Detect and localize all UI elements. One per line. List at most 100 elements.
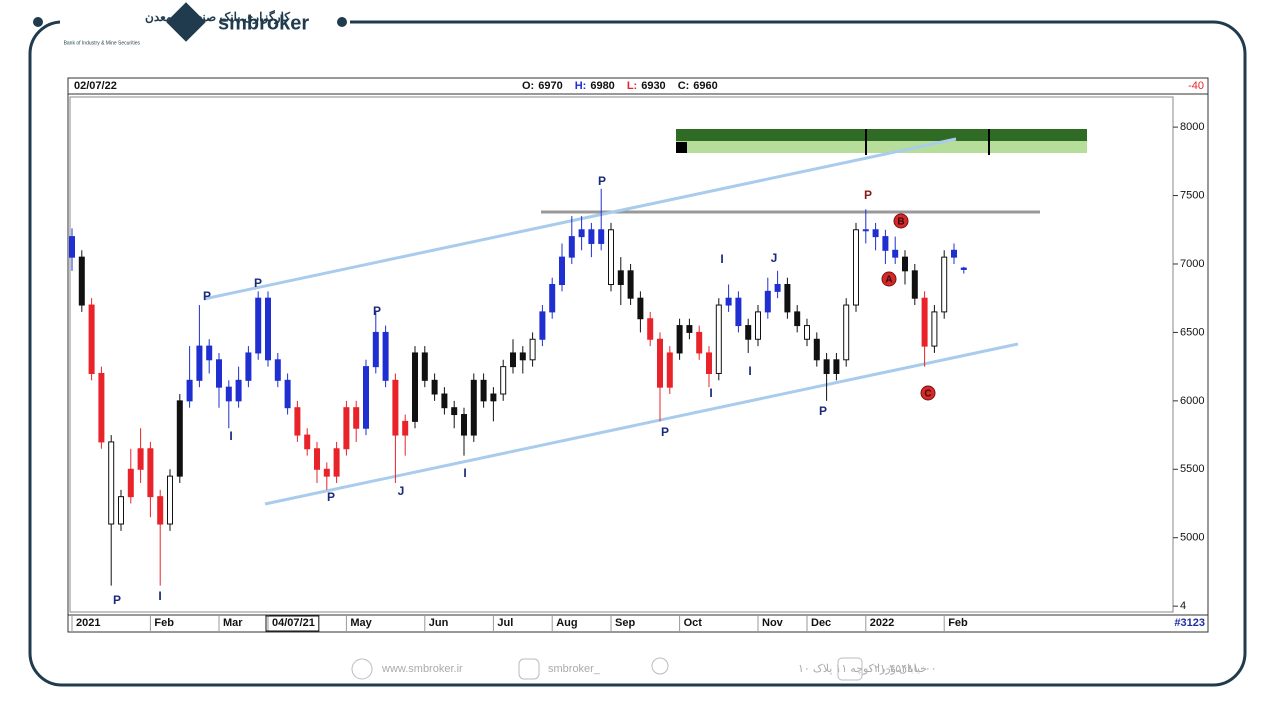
candle-body: [98, 372, 105, 443]
y-tick-label: 5000: [1180, 532, 1204, 544]
candle-body: [147, 448, 154, 498]
quote-label: O:: [522, 80, 534, 92]
candle-body: [853, 229, 859, 306]
y-tick-label: 4: [1180, 600, 1186, 612]
candle-body: [284, 379, 291, 409]
candle-body: [833, 359, 840, 374]
candle-body: [323, 468, 330, 477]
quote-label: L:: [627, 80, 637, 92]
candle-body: [843, 304, 850, 361]
candle-body: [715, 304, 722, 374]
wave-label: P: [203, 289, 211, 303]
footer-phone: ۰۲۱-۴۵۴۸۱۰۰۰: [868, 663, 937, 675]
candle-body: [706, 352, 712, 374]
candle-body: [118, 496, 124, 525]
candle-body: [725, 297, 732, 306]
candle-body: [461, 414, 467, 436]
candle-body: [314, 448, 320, 470]
candle-body: [412, 352, 418, 422]
wave-label: J: [771, 251, 778, 265]
candle-body: [941, 256, 948, 313]
candle-body: [235, 379, 242, 402]
candle-body: [686, 325, 693, 333]
candle-body: [402, 420, 409, 436]
quote-value: 6960: [693, 80, 717, 92]
dot: [337, 17, 347, 27]
candle-body: [892, 249, 899, 258]
candle-body: [872, 229, 879, 238]
candle-body: [735, 297, 742, 327]
candle-body: [294, 407, 301, 436]
quote-label: C:: [678, 80, 690, 92]
footer-web: www.smbroker.ir: [381, 663, 463, 675]
x-tick-label: May: [350, 617, 372, 629]
x-tick-label: Sep: [615, 617, 635, 629]
y-tick-label: 6500: [1180, 326, 1204, 338]
zone-bottom: [676, 141, 1087, 153]
wave-label: P: [598, 174, 606, 188]
date: 02/07/22: [74, 80, 117, 92]
zone-top: [676, 129, 1087, 141]
candle-body: [931, 311, 938, 347]
wave-badge: [893, 213, 909, 229]
candle-body: [69, 236, 75, 258]
wave-label: I: [463, 466, 466, 480]
logo-bg: [60, 8, 350, 38]
footer-insta: smbroker_: [548, 663, 601, 675]
quote-value: 6970: [538, 80, 562, 92]
candle-body: [490, 393, 497, 402]
candle-body: [206, 345, 213, 361]
candle-body: [196, 345, 203, 381]
wave-badge: [920, 385, 936, 401]
candle-body: [382, 331, 389, 381]
candle-body: [225, 386, 232, 402]
candle-body: [745, 325, 752, 340]
candle-body: [431, 379, 438, 395]
candle-body: [216, 359, 222, 388]
brand-logo: smbroker: [218, 12, 309, 34]
candle-body: [882, 236, 889, 251]
x-tick-label: Aug: [556, 617, 577, 629]
candle-body: [245, 352, 252, 381]
channel-upper: [203, 137, 957, 301]
x-tick-label: Mar: [223, 617, 243, 629]
y-tick-label: 6000: [1180, 395, 1204, 407]
pin-icon: [651, 657, 669, 675]
wave-label: P: [819, 404, 827, 418]
candle-body: [500, 366, 507, 395]
y-tick-label: 8000: [1180, 121, 1204, 133]
candle-body: [441, 393, 448, 409]
candle-body: [568, 236, 575, 258]
x-tick-label: Jun: [429, 617, 449, 629]
zone-marker: [676, 142, 687, 153]
wave-label: I: [229, 429, 232, 443]
candle-body: [696, 331, 703, 354]
wave-label: B: [897, 217, 904, 228]
x-tick-label: Nov: [762, 617, 784, 629]
brand-fa: کارگزاری بانک صنعت و معدن: [145, 9, 290, 25]
quote-value: 6930: [641, 80, 665, 92]
wave-label: A: [885, 275, 892, 286]
wave-label: P: [327, 490, 335, 504]
candle-body: [657, 338, 663, 388]
candle-body: [951, 249, 957, 258]
wave-label: P: [864, 188, 872, 202]
x-tick-label: 2021: [76, 617, 100, 629]
x-tick-label: Dec: [811, 617, 831, 629]
quote-label: H:: [575, 80, 587, 92]
x-tick-label: Feb: [154, 617, 174, 629]
candle-body: [421, 352, 428, 381]
candle-body: [539, 311, 546, 340]
logo-mark: [166, 2, 206, 42]
candle-body: [666, 352, 673, 388]
candle-body: [304, 434, 311, 450]
wave-badge: [881, 271, 897, 287]
candle-body: [862, 229, 869, 232]
candle-body: [647, 318, 654, 340]
candle-body: [343, 407, 350, 450]
candle-body: [157, 496, 164, 525]
candle-body: [137, 448, 144, 470]
candle-body: [902, 256, 908, 272]
x-tick-label: Oct: [684, 617, 703, 629]
